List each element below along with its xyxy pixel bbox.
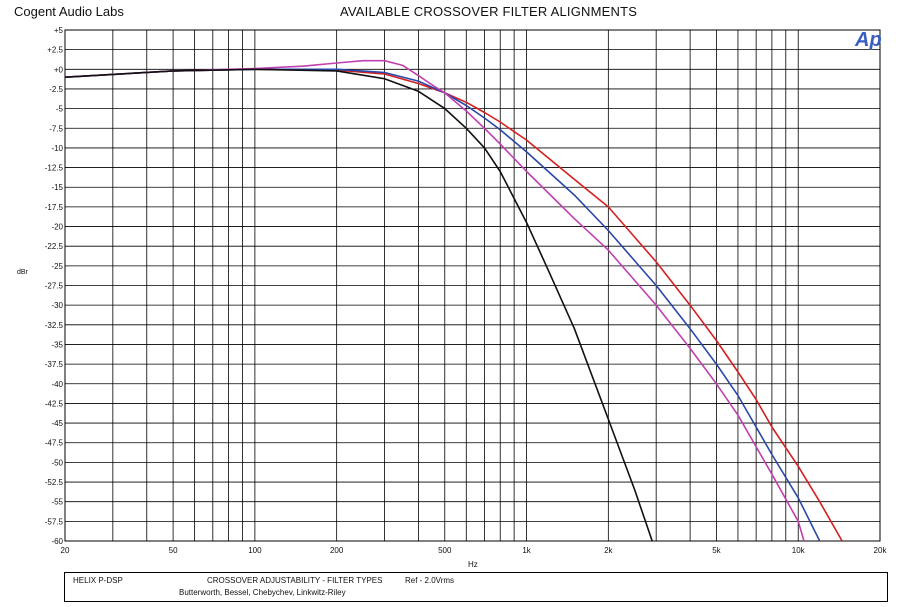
x-tick-label: 500 <box>438 546 452 555</box>
footer-box: HELIX P-DSP CROSSOVER ADJUSTABILITY - FI… <box>64 572 888 602</box>
x-tick-label: 1k <box>522 546 531 555</box>
y-tick-label: -30 <box>51 301 63 310</box>
tick-labels: +5 +2.5 +0 -2.5 -5 -7.5 -10 -12.5 -15 -17.5 -20 -22… <box>45 26 888 555</box>
x-tick-label: 2k <box>604 546 613 555</box>
series-group <box>64 59 843 542</box>
y-tick-label: -12.5 <box>45 164 64 173</box>
footer-description: CROSSOVER ADJUSTABILITY - FILTER TYPES <box>207 576 383 585</box>
series-line <box>64 59 805 542</box>
y-tick-label: -55 <box>51 498 63 507</box>
y-tick-label: -60 <box>51 537 63 546</box>
y-tick-label: -50 <box>51 458 63 467</box>
y-axis-label: dBr <box>17 269 28 276</box>
x-tick-label: 5k <box>712 546 721 555</box>
y-tick-label: -7.5 <box>49 124 63 133</box>
series-line <box>64 68 843 542</box>
y-tick-label: -37.5 <box>45 360 64 369</box>
ap-logo-icon: Ap <box>854 29 882 51</box>
y-tick-label: -5 <box>56 105 64 114</box>
y-tick-label: -27.5 <box>45 282 64 291</box>
y-tick-label: -45 <box>51 419 63 428</box>
y-tick-label: +5 <box>54 26 64 35</box>
y-tick-label: -35 <box>51 340 63 349</box>
brand-label: Cogent Audio Labs <box>14 4 124 19</box>
y-tick-label: +2.5 <box>47 46 63 55</box>
y-tick-label: -42.5 <box>45 399 64 408</box>
y-tick-label: -15 <box>51 183 63 192</box>
y-tick-label: -32.5 <box>45 321 64 330</box>
x-tick-label: 20k <box>874 546 888 555</box>
y-tick-label: -47.5 <box>45 439 64 448</box>
x-tick-label: 10k <box>792 546 806 555</box>
y-tick-label: -17.5 <box>45 203 64 212</box>
y-tick-label: -25 <box>51 262 63 271</box>
footer-filter-types: Butterworth, Bessel, Chebychev, Linkwitz… <box>179 588 346 597</box>
x-tick-label: 200 <box>330 546 344 555</box>
y-tick-label: -57.5 <box>45 517 64 526</box>
x-tick-label: 100 <box>248 546 262 555</box>
chart-title: AVAILABLE CROSSOVER FILTER ALIGNMENTS <box>340 4 638 19</box>
series-line <box>64 68 653 542</box>
y-tick-label: -40 <box>51 380 63 389</box>
y-tick-label: -20 <box>51 223 63 232</box>
y-tick-label: +0 <box>54 65 64 74</box>
ap-logo-text: Ap <box>854 29 882 51</box>
y-tick-label: -10 <box>51 144 63 153</box>
x-axis-unit: Hz <box>468 560 478 569</box>
series-line <box>64 68 821 542</box>
x-tick-label: 20 <box>61 546 70 555</box>
y-tick-label: -52.5 <box>45 478 64 487</box>
x-tick-label: 50 <box>169 546 178 555</box>
footer-device: HELIX P-DSP <box>73 576 123 585</box>
y-tick-label: -2.5 <box>49 85 63 94</box>
grid <box>64 29 881 542</box>
footer-reference: Ref - 2.0Vrms <box>405 576 455 585</box>
y-tick-label: -22.5 <box>45 242 64 251</box>
